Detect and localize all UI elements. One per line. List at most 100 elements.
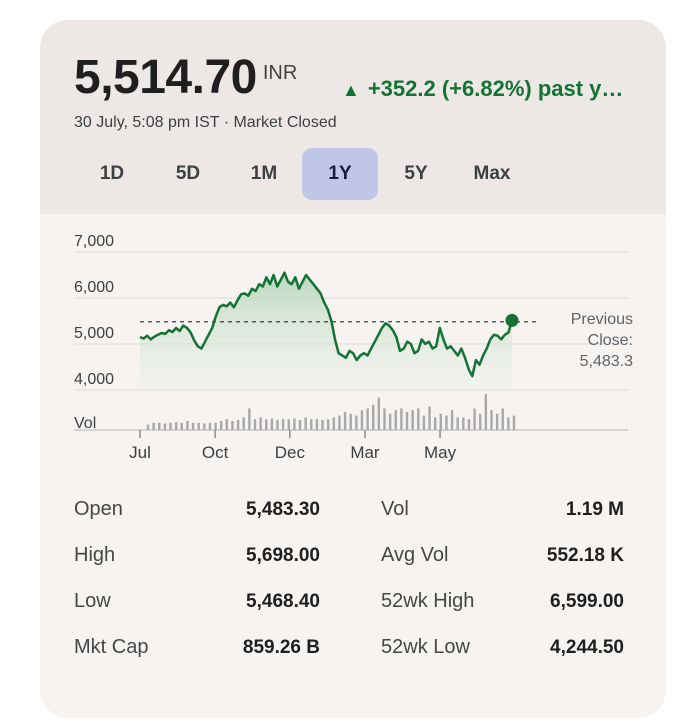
volume-bar [456, 417, 459, 430]
volume-bar [270, 418, 274, 430]
volume-bar [439, 413, 442, 430]
volume-bar [377, 397, 381, 430]
volume-bar [355, 415, 358, 430]
last-price-marker [505, 313, 519, 327]
y-tick-label: 5,000 [74, 325, 114, 342]
volume-bar [281, 419, 285, 430]
volume-bar [315, 419, 319, 430]
volume-bar [304, 417, 307, 430]
stat-value-low: 5,468.40 [246, 591, 320, 612]
volume-bar [174, 422, 178, 430]
volume-bar [479, 413, 482, 430]
volume-bar [186, 421, 189, 430]
y-tick-label: 7,000 [74, 233, 114, 250]
volume-label: Vol [74, 415, 96, 432]
volume-bar [310, 419, 313, 430]
stat-value-52wk-low: 4,244.50 [550, 637, 624, 658]
stat-value-high: 5,698.00 [246, 545, 320, 566]
volume-bar [360, 410, 364, 430]
volume-bar [231, 421, 234, 430]
currency-code: INR [262, 62, 298, 84]
stat-label-low: Low [74, 590, 111, 612]
range-tab-1y[interactable]: 1Y [302, 148, 378, 200]
volume-bar [248, 408, 251, 430]
key-stats: Open 5,483.30 Vol 1.19 M High 5,698.00 A… [74, 490, 634, 674]
price-change-text: +352.2 (+6.82%) past year [367, 76, 632, 101]
y-tick-label: 4,000 [74, 371, 114, 388]
up-arrow-icon: ▲ [342, 80, 360, 100]
volume-bar [507, 417, 510, 430]
stat-value-open: 5,483.30 [246, 499, 320, 520]
volume-bar [411, 410, 414, 430]
stat-label-52wk-low: 52wk Low [381, 636, 470, 658]
volume-bar [484, 394, 488, 430]
stat-label-52wk-high: 52wk High [381, 590, 475, 612]
y-tick-label: 6,000 [74, 279, 114, 296]
current-price: 5,514.70 [74, 51, 257, 104]
volume-bar [191, 422, 195, 430]
stat-value-avg-vol: 552.18 K [546, 545, 624, 566]
volume-bar [462, 417, 465, 430]
stat-row: Open 5,483.30 Vol 1.19 M [74, 490, 634, 536]
volume-bar [343, 412, 347, 430]
volume-bar [214, 422, 217, 430]
stat-label-vol: Vol [381, 498, 409, 520]
x-tick-label: Mar [350, 443, 380, 462]
volume-bar [372, 404, 375, 430]
stat-label-avg-vol: Avg Vol [381, 544, 449, 566]
volume-bar [158, 422, 161, 430]
range-tab-1d[interactable]: 1D [99, 163, 125, 184]
volume-bar [366, 408, 369, 430]
stat-row: High 5,698.00 Avg Vol 552.18 K [74, 536, 634, 582]
stat-label-high: High [74, 544, 116, 566]
volume-bar [467, 419, 471, 430]
volume-bar [332, 417, 336, 430]
volume-bar [501, 408, 504, 430]
stat-label-mkt-cap: Mkt Cap [74, 636, 149, 658]
volume-bar [259, 417, 262, 430]
volume-bar [146, 424, 150, 430]
price-row: 5,514.70 INR [74, 50, 654, 105]
volume-bar [236, 419, 240, 430]
range-tab-max[interactable]: Max [473, 163, 511, 184]
volume-bar [276, 419, 279, 430]
volume-bar [220, 421, 223, 430]
volume-bar [253, 419, 257, 430]
price-area-fill [140, 272, 512, 390]
stat-row: Low 5,468.40 52wk High 6,599.00 [74, 582, 634, 628]
price-chart-svg: 7,000 6,000 5,000 4,000 Previous Close: 5,483.… [74, 233, 633, 462]
volume-bar [203, 423, 206, 430]
volume-bar [242, 417, 245, 430]
stat-label-open: Open [74, 498, 123, 520]
x-tick-label: Dec [275, 443, 306, 462]
volume-bar [422, 415, 426, 430]
x-tick-label: May [424, 443, 457, 462]
volume-bar [180, 422, 183, 430]
volume-bar [450, 410, 454, 430]
stat-value-vol: 1.19 M [565, 499, 624, 520]
previous-close-label: 5,483.3 [580, 353, 633, 370]
volume-bar [400, 408, 403, 430]
price-change: ▲ +352.2 (+6.82%) past year [342, 76, 632, 102]
volume-bar [225, 419, 229, 430]
volume-bar [287, 419, 290, 430]
x-tick-label: Jul [129, 443, 151, 462]
volume-bar [473, 408, 476, 430]
range-tab-5d[interactable]: 5D [175, 163, 201, 184]
market-status: 30 July, 5:08 pm IST · Market Closed [74, 114, 337, 131]
volume-bar [349, 413, 352, 430]
price-chart[interactable]: 7,000 6,000 5,000 4,000 Previous Close: 5,483.… [40, 214, 666, 474]
volume-bar [298, 419, 302, 430]
previous-close-label: Close: [588, 332, 633, 349]
volume-bar [169, 422, 172, 430]
volume-bar [321, 419, 324, 430]
volume-bar [293, 418, 296, 430]
stat-value-mkt-cap: 859.26 B [242, 637, 320, 658]
stock-card: 5,514.70 INR ▲ +352.2 (+6.82%) past year 3… [40, 20, 666, 718]
volume-bar [394, 410, 397, 430]
price-line [139, 271, 514, 378]
range-tab-5y[interactable]: 5Y [404, 163, 428, 184]
range-selector: 1D 5D 1M 1Y 5Y Max [74, 148, 530, 200]
volume-bar [326, 419, 330, 430]
range-tab-1m[interactable]: 1M [250, 163, 278, 184]
